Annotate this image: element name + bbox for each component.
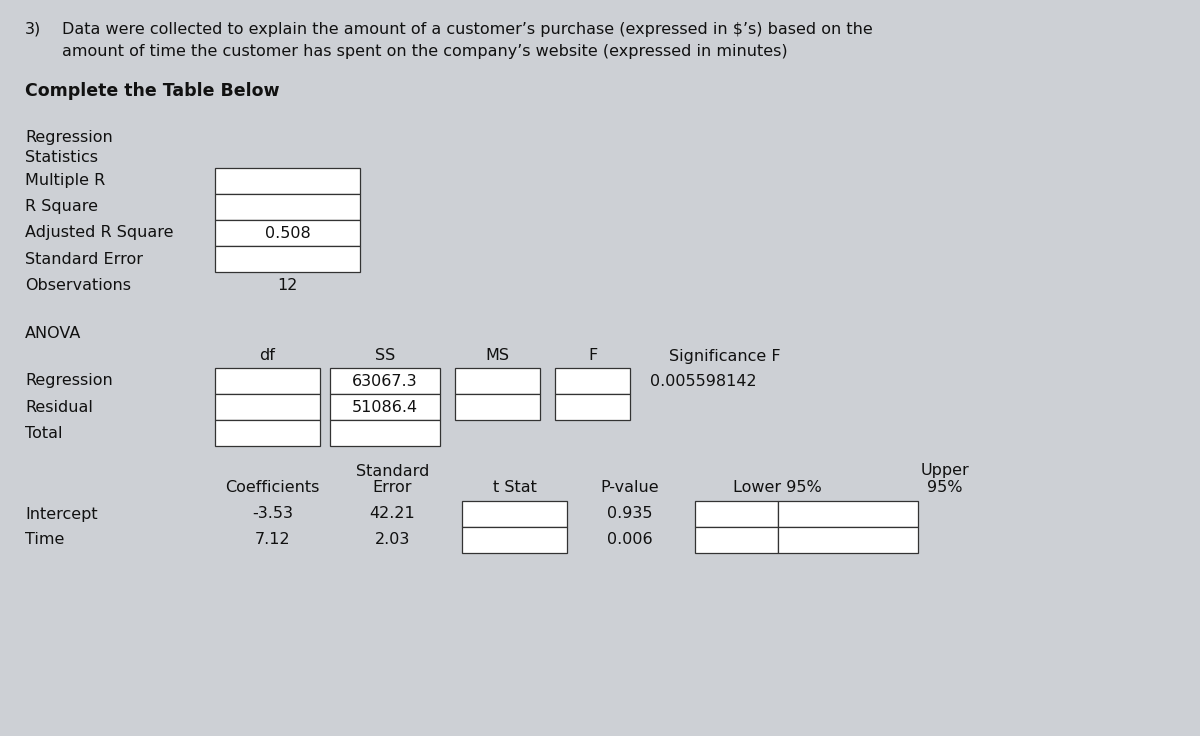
- Bar: [462, 501, 568, 527]
- Text: Standard Error: Standard Error: [25, 252, 143, 266]
- Text: 3): 3): [25, 22, 41, 37]
- Text: Intercept: Intercept: [25, 506, 97, 522]
- Text: Statistics: Statistics: [25, 150, 98, 165]
- Text: Data were collected to explain the amount of a customer’s purchase (expressed in: Data were collected to explain the amoun…: [62, 22, 872, 37]
- Bar: [695, 527, 778, 553]
- Text: 12: 12: [277, 277, 298, 292]
- Bar: [215, 168, 360, 194]
- Bar: [778, 527, 918, 553]
- Text: SS: SS: [374, 349, 395, 364]
- Bar: [462, 527, 568, 553]
- Text: 0.935: 0.935: [607, 506, 653, 522]
- Text: Time: Time: [25, 533, 65, 548]
- Bar: [778, 501, 918, 527]
- Text: Multiple R: Multiple R: [25, 174, 106, 188]
- Text: 95%: 95%: [928, 479, 962, 495]
- Text: -3.53: -3.53: [252, 506, 293, 522]
- Text: 0.005598142: 0.005598142: [650, 373, 757, 389]
- Bar: [215, 368, 320, 394]
- Text: 51086.4: 51086.4: [352, 400, 418, 414]
- Text: Complete the Table Below: Complete the Table Below: [25, 82, 280, 100]
- Text: t Stat: t Stat: [492, 479, 536, 495]
- Text: Upper: Upper: [920, 464, 970, 478]
- Bar: [215, 420, 320, 446]
- Text: P-value: P-value: [601, 479, 659, 495]
- Text: Regression: Regression: [25, 373, 113, 389]
- Text: Standard: Standard: [356, 464, 430, 478]
- Bar: [215, 220, 360, 246]
- Text: Observations: Observations: [25, 277, 131, 292]
- Text: Coefficients: Coefficients: [226, 479, 319, 495]
- Bar: [330, 394, 440, 420]
- Bar: [554, 368, 630, 394]
- Text: Error: Error: [373, 479, 413, 495]
- Text: ANOVA: ANOVA: [25, 326, 82, 341]
- Bar: [455, 394, 540, 420]
- Text: F: F: [588, 349, 598, 364]
- Bar: [215, 246, 360, 272]
- Text: 2.03: 2.03: [374, 533, 410, 548]
- Bar: [215, 394, 320, 420]
- Text: 63067.3: 63067.3: [352, 373, 418, 389]
- Bar: [330, 420, 440, 446]
- Text: 42.21: 42.21: [370, 506, 415, 522]
- Text: R Square: R Square: [25, 199, 98, 214]
- Text: 7.12: 7.12: [254, 533, 290, 548]
- Text: df: df: [259, 349, 276, 364]
- Text: Significance F: Significance F: [670, 349, 781, 364]
- Text: MS: MS: [486, 349, 510, 364]
- Text: Lower 95%: Lower 95%: [733, 479, 822, 495]
- Text: Residual: Residual: [25, 400, 92, 414]
- Bar: [554, 394, 630, 420]
- Text: Adjusted R Square: Adjusted R Square: [25, 225, 174, 241]
- Text: amount of time the customer has spent on the company’s website (expressed in min: amount of time the customer has spent on…: [62, 44, 787, 59]
- Bar: [695, 501, 778, 527]
- Bar: [330, 368, 440, 394]
- Text: Regression: Regression: [25, 130, 113, 145]
- Bar: [215, 194, 360, 220]
- Text: Total: Total: [25, 425, 62, 441]
- Bar: [455, 368, 540, 394]
- Text: 0.508: 0.508: [265, 225, 311, 241]
- Text: 0.006: 0.006: [607, 533, 653, 548]
